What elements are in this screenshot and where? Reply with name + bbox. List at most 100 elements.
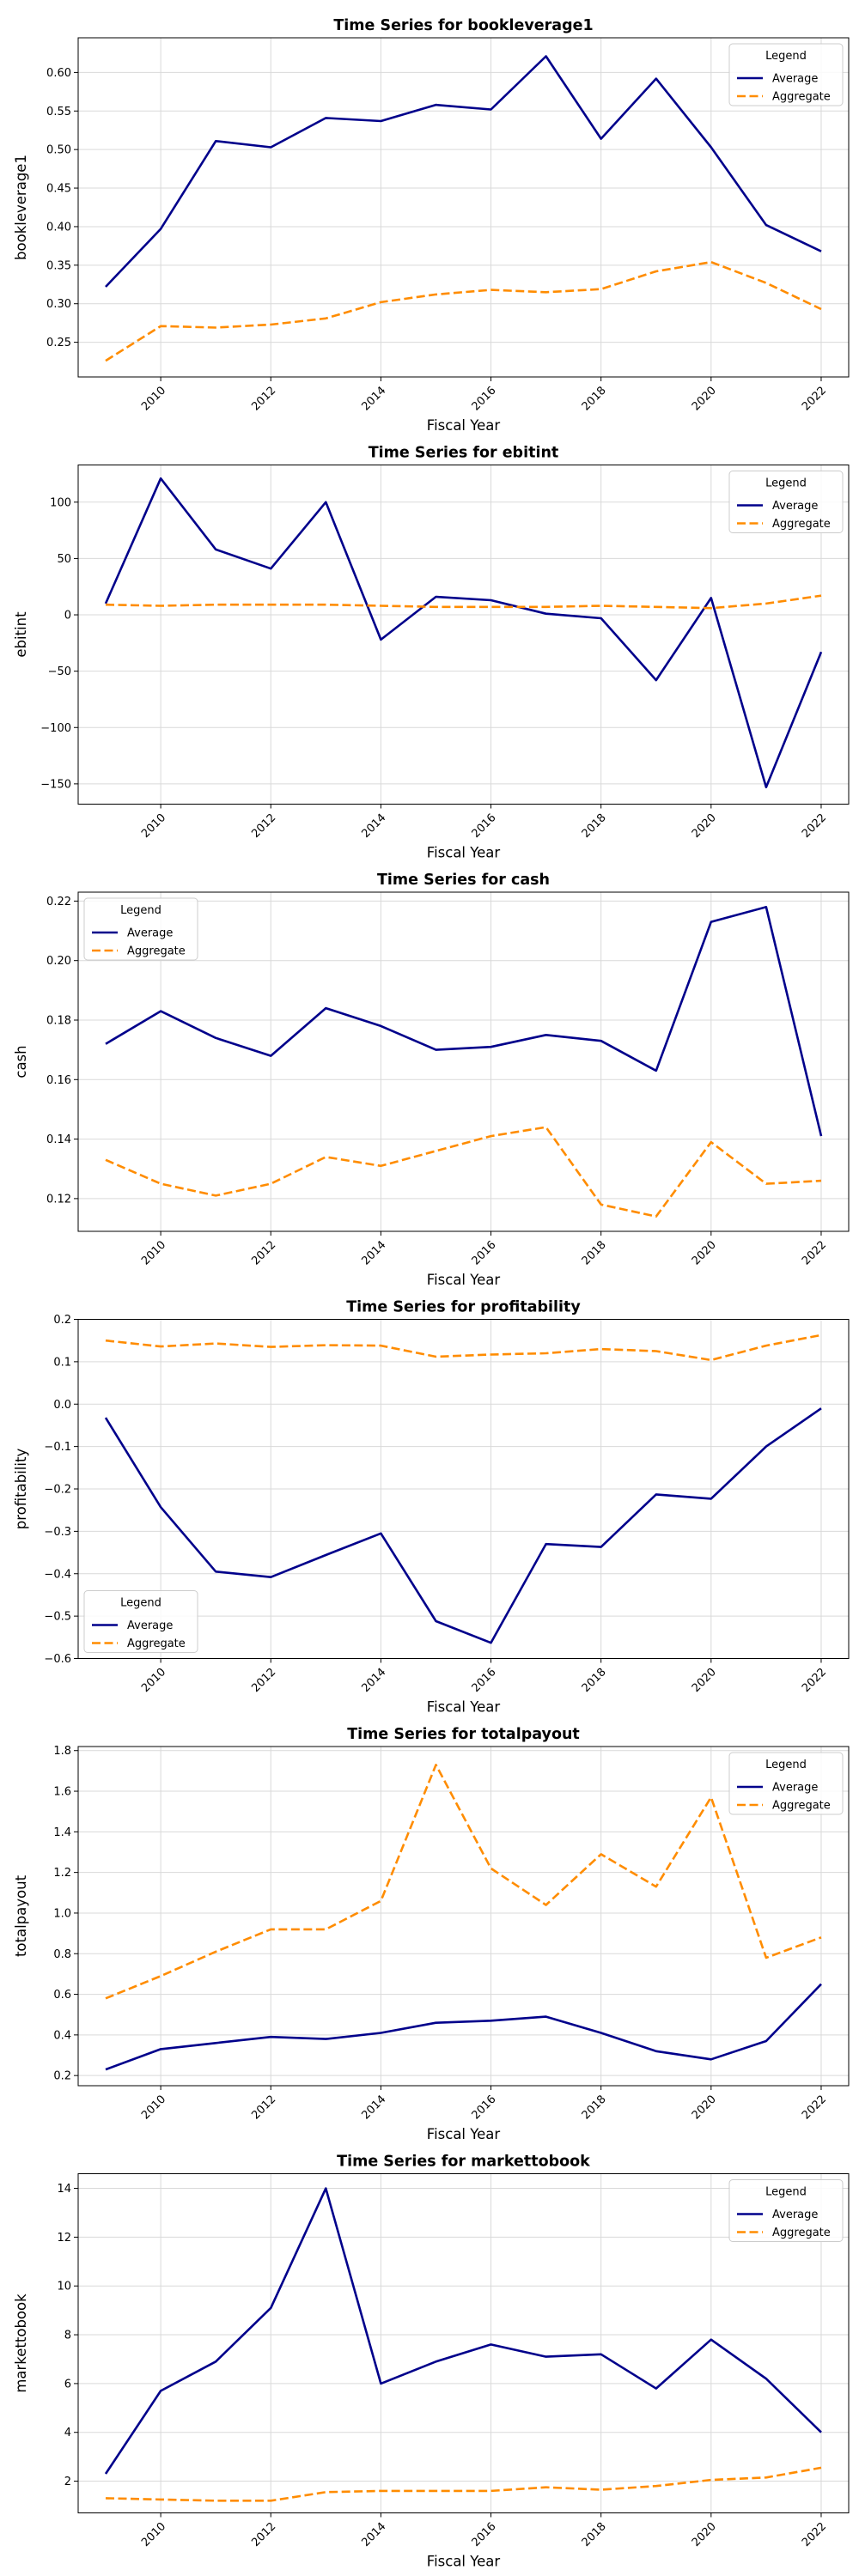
x-tick-label: 2014	[359, 1238, 388, 1267]
x-tick-label: 2012	[249, 2093, 278, 2122]
series-line-aggregate	[105, 594, 822, 610]
y-tick-label: 0.55	[46, 106, 71, 118]
legend-label-aggregate: Aggregate	[772, 1800, 831, 1813]
x-tick-label: 2012	[249, 384, 278, 413]
y-tick-label: 100	[50, 496, 71, 509]
x-axis-label: Fiscal Year	[427, 2554, 501, 2570]
x-tick-label: 2014	[359, 384, 388, 413]
x-tick-label: 2022	[800, 384, 829, 413]
y-tick-label: 4	[64, 2427, 71, 2439]
legend-title: Legend	[120, 904, 161, 917]
series-line-average	[104, 1407, 822, 1644]
x-tick-label: 2014	[359, 2520, 388, 2549]
chart-title: Time Series for markettobook	[337, 2154, 590, 2171]
y-tick-label: −0.6	[44, 1653, 71, 1666]
chart-panel: Time Series for markettobook 2010 2012 2014…	[13, 2154, 850, 2570]
legend-label-average: Average	[772, 2208, 818, 2221]
chart-title: Time Series for bookleverage1	[333, 17, 593, 34]
y-tick-label: 1.4	[53, 1826, 71, 1839]
y-tick-label: −150	[40, 778, 71, 791]
chart-title: Time Series for profitability	[346, 1299, 581, 1316]
x-tick-label: 2014	[359, 2093, 388, 2122]
legend-label-average: Average	[772, 73, 818, 86]
x-tick-label: 2016	[470, 2520, 499, 2549]
y-tick-label: −0.4	[44, 1568, 71, 1581]
x-tick-label: 2022	[800, 2093, 829, 2122]
x-tick-label: 2010	[139, 2093, 168, 2122]
x-tick-label: 2012	[249, 811, 278, 841]
legend-box	[728, 2179, 844, 2242]
plot-frame	[77, 37, 850, 378]
legend-label-aggregate: Aggregate	[772, 518, 831, 531]
y-tick-label: 8	[64, 2330, 71, 2342]
y-tick-label: −0.5	[44, 1611, 71, 1624]
x-axis-label: Fiscal Year	[427, 1699, 501, 1716]
legend-title: Legend	[765, 2186, 807, 2199]
y-tick-label: 0.30	[46, 298, 71, 311]
chart-panel: Time Series for bookleverage1 2010 2012 201…	[13, 17, 850, 434]
x-tick-label: 2020	[690, 1666, 719, 1695]
x-tick-label: 2018	[580, 1666, 609, 1695]
x-tick-label: 2018	[580, 2093, 609, 2122]
x-tick-label: 2020	[690, 1238, 719, 1267]
legend-label-average: Average	[772, 500, 818, 513]
plot-frame	[77, 891, 850, 1232]
y-tick-label: 0.2	[53, 2070, 71, 2083]
y-tick-label: 0.8	[53, 1948, 71, 1961]
series-line-aggregate	[105, 1334, 822, 1362]
x-axis-label: Fiscal Year	[427, 845, 501, 861]
y-tick-label: 0.12	[46, 1193, 71, 1206]
y-tick-label: 0	[64, 610, 71, 623]
chart-title: Time Series for ebitint	[369, 445, 559, 462]
x-tick-label: 2020	[690, 2520, 719, 2549]
y-tick-label: 0.60	[46, 67, 71, 80]
legend-label-aggregate: Aggregate	[772, 2227, 831, 2239]
y-tick-label: 10	[57, 2281, 71, 2293]
x-tick-label: 2020	[690, 384, 719, 413]
x-tick-label: 2010	[139, 2520, 168, 2549]
legend: Legend Average Aggregate	[728, 2179, 844, 2242]
y-tick-label: 0.0	[53, 1399, 71, 1412]
series-line-aggregate	[105, 1126, 822, 1218]
x-tick-label: 2016	[470, 2093, 499, 2122]
x-tick-label: 2014	[359, 811, 388, 841]
y-tick-label: −100	[40, 722, 71, 735]
x-tick-label: 2016	[470, 384, 499, 413]
x-tick-label: 2018	[580, 1238, 609, 1267]
x-tick-label: 2012	[249, 2520, 278, 2549]
y-axis-label: ebitint	[13, 611, 29, 658]
y-axis-label: profitability	[13, 1449, 29, 1530]
x-tick-label: 2016	[470, 811, 499, 841]
plot-frame	[77, 2173, 850, 2513]
y-tick-label: 0.45	[46, 183, 71, 196]
x-tick-label: 2010	[139, 811, 168, 841]
legend-box	[83, 1590, 198, 1653]
y-tick-label: 12	[57, 2232, 71, 2245]
x-tick-label: 2012	[249, 1238, 278, 1267]
legend-label-average: Average	[772, 1782, 818, 1795]
x-tick-label: 2010	[139, 1238, 168, 1267]
x-axis-label: Fiscal Year	[427, 417, 501, 434]
y-tick-label: 0.50	[46, 144, 71, 157]
y-tick-label: 1.2	[53, 1867, 71, 1880]
y-tick-label: 6	[64, 2378, 71, 2391]
x-tick-label: 2022	[800, 1238, 829, 1267]
y-axis-label: totalpayout	[13, 1874, 29, 1957]
y-axis-label: bookleverage1	[13, 155, 29, 260]
x-tick-label: 2016	[470, 1666, 499, 1695]
chart-panel: Time Series for ebitint 2010 2012 2014 2016 2…	[13, 445, 850, 861]
y-tick-label: 0.1	[53, 1356, 71, 1369]
y-tick-label: 0.4	[53, 2029, 71, 2042]
x-tick-label: 2020	[690, 2093, 719, 2122]
series-line-average	[104, 477, 823, 789]
y-tick-label: 0.6	[53, 1989, 71, 2002]
y-tick-label: −50	[48, 665, 71, 678]
x-axis-label: Fiscal Year	[427, 2126, 501, 2142]
y-tick-label: 14	[57, 2183, 71, 2196]
legend-box	[83, 897, 198, 961]
y-tick-label: 0.40	[46, 221, 71, 234]
legend-box	[728, 1752, 844, 1815]
x-tick-label: 2022	[800, 811, 829, 841]
legend-label-aggregate: Aggregate	[127, 1637, 186, 1650]
